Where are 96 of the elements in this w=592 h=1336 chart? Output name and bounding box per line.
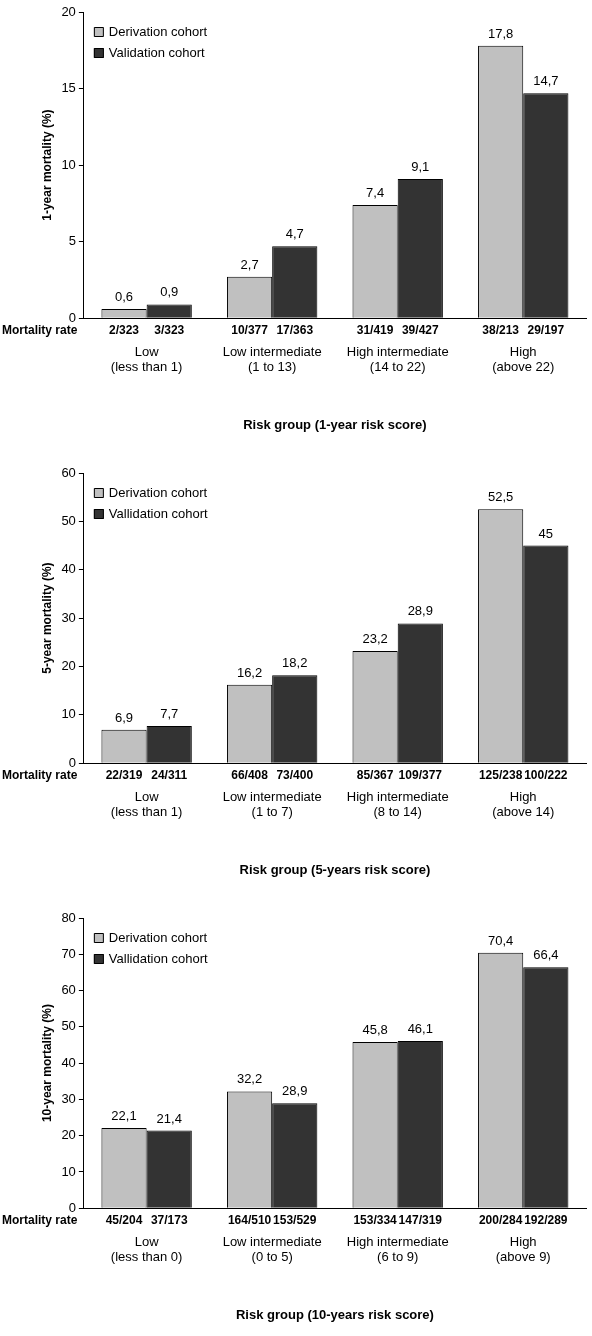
annotation: 38/213	[482, 322, 520, 337]
y-tick-label: 40	[61, 1054, 76, 1070]
legend-label: Validation cohort	[108, 44, 206, 60]
annotation: 100/222	[524, 767, 568, 782]
y-tick-label: 5	[68, 233, 76, 249]
data-label: 28,9	[282, 1083, 308, 1099]
x-tick-label: Low intermediate (0 to 5)	[222, 1233, 322, 1265]
annotation: 10/377	[231, 322, 269, 337]
x-tick-label: High (above 9)	[495, 1233, 551, 1265]
y-axis-title: 10-year mortality (%)	[39, 1004, 54, 1123]
data-label: 17,8	[487, 25, 514, 41]
x-tick-label: High (above 22)	[492, 343, 555, 375]
text: Mortality rate	[2, 322, 78, 337]
y-tick-label: 70	[61, 945, 76, 961]
y-tick-label: 20	[61, 3, 76, 19]
data-label: 0,6	[114, 289, 134, 305]
data-label: 6,9	[114, 709, 134, 725]
annotation: 85/367	[356, 767, 394, 782]
data-label: 52,5	[487, 489, 514, 505]
legend-label: Derivation cohort	[108, 929, 208, 945]
y-tick-label: 80	[61, 909, 76, 925]
data-label: 22,1	[111, 1108, 137, 1124]
annotation: 200/284	[478, 1212, 523, 1227]
annotation: 3/323	[154, 322, 185, 337]
annotation: 73/400	[276, 767, 314, 782]
annotation: 192/289	[524, 1212, 568, 1227]
data-label: 2,7	[240, 256, 259, 272]
annotation: 37/173	[150, 1212, 188, 1227]
data-label: 0,9	[160, 284, 179, 300]
data-label: 66,4	[533, 947, 559, 963]
y-tick-label: 0	[68, 309, 76, 325]
data-label: 32,2	[236, 1071, 263, 1087]
x-tick-label: Low intermediate (1 to 13)	[222, 343, 322, 375]
annotation: 147/319	[398, 1212, 443, 1227]
y-tick-label: 30	[61, 609, 76, 625]
annotation: 125/238	[478, 767, 523, 782]
y-tick-label: 10	[61, 156, 76, 172]
data-label: 7,7	[160, 706, 179, 722]
y-tick-label: 60	[61, 464, 76, 480]
x-tick-label: High (above 14)	[492, 788, 555, 820]
x-tick-label: Low (less than 1)	[110, 343, 183, 375]
x-axis-title: Risk group (5-years risk score)	[239, 861, 431, 877]
data-label: 46,1	[407, 1021, 433, 1037]
annotation: 22/319	[105, 767, 143, 782]
data-label: 70,4	[487, 932, 514, 948]
x-tick-label: High intermediate (6 to 9)	[346, 1233, 449, 1265]
data-label: 45	[538, 525, 554, 541]
y-tick-label: 50	[61, 512, 76, 528]
y-tick-label: 10	[61, 706, 76, 722]
data-label: 45,8	[362, 1022, 388, 1038]
data-label: 28,9	[407, 603, 433, 619]
y-tick-label: 30	[61, 1090, 76, 1106]
y-tick-label: 15	[61, 80, 76, 96]
annotation: 24/311	[151, 767, 188, 782]
data-label: 7,4	[366, 184, 385, 200]
x-axis-title: Risk group (1-year risk score)	[243, 416, 427, 432]
data-label: 9,1	[411, 158, 430, 174]
data-label: 14,7	[533, 73, 559, 89]
data-label: 4,7	[285, 226, 304, 242]
y-tick-label: 60	[61, 982, 76, 998]
annotation: 39/427	[401, 322, 439, 337]
y-tick-label: 20	[61, 1127, 76, 1143]
annotation: 109/377	[398, 767, 443, 782]
data-label: 23,2	[362, 631, 388, 647]
legend-label: Vallidation cohort	[108, 505, 209, 521]
y-axis-title: 5-year mortality (%)	[39, 562, 54, 674]
x-axis-title: Risk group (10-years risk score)	[235, 1306, 434, 1322]
annotation: 29/197	[527, 322, 565, 337]
y-tick-label: 10	[61, 1163, 76, 1179]
x-tick-label: High intermediate (14 to 22)	[346, 343, 449, 375]
annotation: 45/204	[105, 1212, 143, 1227]
data-label: 21,4	[156, 1110, 182, 1126]
y-tick-label: 0	[68, 754, 76, 770]
x-tick-label: Low (less than 1)	[110, 788, 183, 820]
annotation: 2/323	[109, 322, 140, 337]
x-tick-label: Low (less than 0)	[110, 1233, 183, 1265]
annotation: 153/334	[353, 1212, 398, 1227]
legend-label: Derivation cohort	[108, 23, 208, 39]
data-label: 18,2	[282, 655, 308, 671]
x-tick-label: Low intermediate (1 to 7)	[222, 788, 322, 820]
y-tick-label: 50	[61, 1018, 76, 1034]
y-tick-label: 0	[68, 1199, 76, 1215]
annotation: 17/363	[276, 322, 314, 337]
annotation: 164/510	[227, 1212, 272, 1227]
annotation: 153/529	[273, 1212, 317, 1227]
legend-label: Derivation cohort	[108, 484, 208, 500]
text: Mortality rate	[2, 767, 78, 782]
y-tick-label: 20	[61, 658, 76, 674]
x-tick-label: High intermediate (8 to 14)	[346, 788, 449, 820]
annotation: 31/419	[356, 322, 394, 337]
y-axis-title: 1-year mortality (%)	[39, 109, 54, 221]
legend-label: Vallidation cohort	[108, 950, 209, 966]
data-label: 16,2	[236, 664, 263, 680]
annotation: 66/408	[231, 767, 269, 782]
y-tick-label: 40	[61, 561, 76, 577]
text: Mortality rate	[2, 1212, 78, 1227]
